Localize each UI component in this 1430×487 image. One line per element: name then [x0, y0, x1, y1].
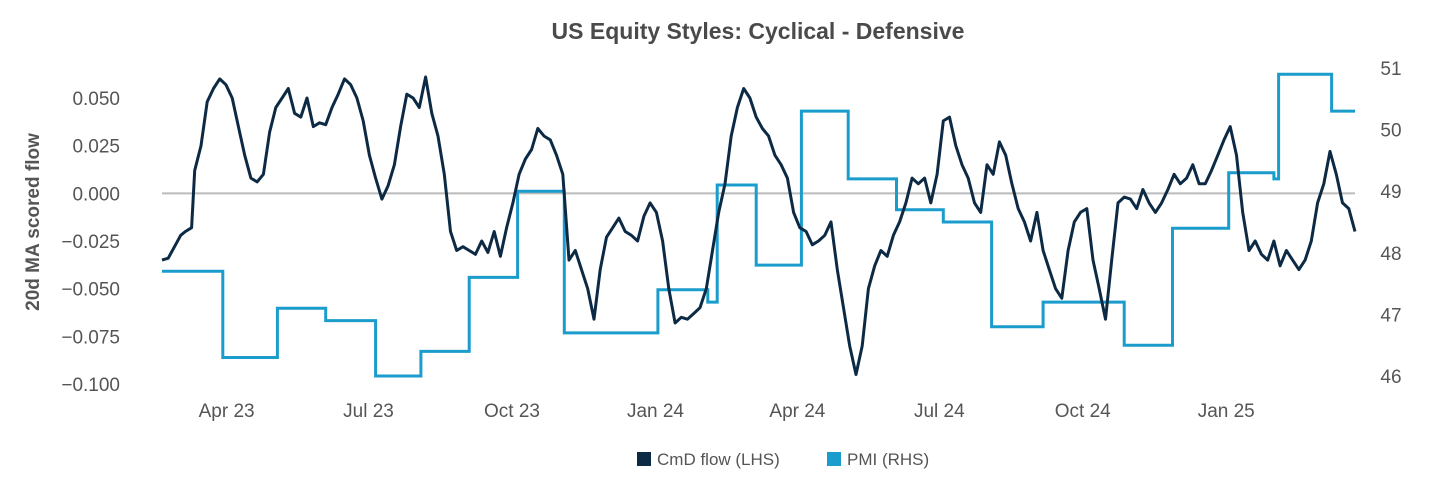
legend: CmD flow (LHS) PMI (RHS) — [637, 450, 929, 469]
left-tick-label: 0.000 — [72, 184, 120, 205]
x-tick-label: Apr 24 — [769, 401, 825, 422]
x-tick-label: Oct 23 — [484, 401, 540, 422]
legend-label-cmd: CmD flow (LHS) — [657, 450, 780, 469]
axes: 0.050 0.025 0.000 −0.025 −0.050 −0.075 −0.100 5… — [61, 59, 1401, 422]
pmi-series-line — [162, 72, 1355, 378]
x-tick-label: Jul 24 — [914, 401, 965, 422]
left-tick-label: −0.025 — [61, 232, 120, 253]
legend-swatch-cmd — [637, 452, 651, 466]
right-tick-label: 47 — [1380, 305, 1401, 326]
left-tick-label: −0.100 — [61, 375, 120, 396]
cmd-flow-series-line — [161, 75, 1357, 376]
x-tick-label: Jul 23 — [343, 401, 394, 422]
right-tick-label: 50 — [1380, 121, 1401, 142]
left-tick-label: −0.050 — [61, 280, 120, 301]
left-tick-label: −0.075 — [61, 327, 120, 348]
x-tick-label: Oct 24 — [1055, 401, 1111, 422]
chart-title: US Equity Styles: Cyclical - Defensive — [552, 18, 965, 44]
left-tick-label: 0.025 — [72, 137, 120, 158]
plot-area — [161, 72, 1357, 378]
x-tick-label: Jan 24 — [627, 401, 684, 422]
right-tick-label: 46 — [1380, 367, 1401, 388]
legend-swatch-pmi — [827, 452, 841, 466]
left-axis-label: 20d MA scored flow — [23, 133, 44, 311]
x-tick-label: Jan 25 — [1198, 401, 1255, 422]
right-tick-label: 48 — [1380, 244, 1401, 265]
right-tick-label: 51 — [1380, 59, 1401, 80]
legend-label-pmi: PMI (RHS) — [847, 450, 929, 469]
right-tick-label: 49 — [1380, 182, 1401, 203]
left-tick-label: 0.050 — [72, 89, 120, 110]
x-tick-label: Apr 23 — [199, 401, 255, 422]
